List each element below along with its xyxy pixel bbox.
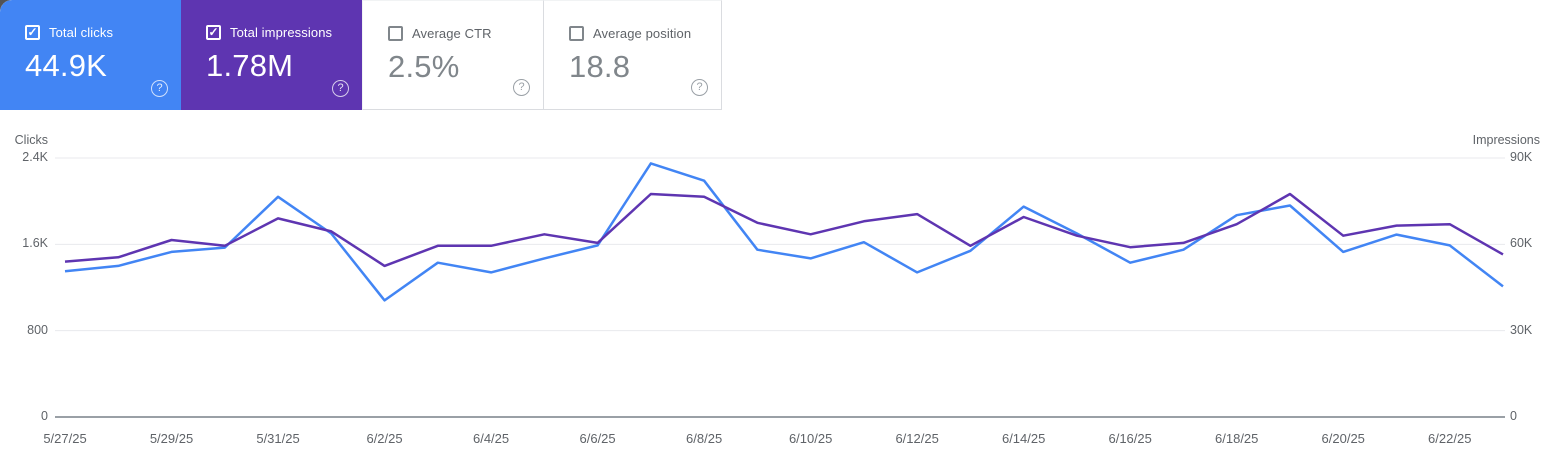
help-icon[interactable]: ? [151, 80, 168, 97]
total-clicks-line [64, 162, 1504, 302]
metric-card-total-impressions[interactable]: ✓ Total impressions 1.78M ? [181, 0, 362, 110]
total-clicks-checkbox[interactable]: ✓ [25, 24, 40, 40]
average-position-value: 18.8 [569, 49, 631, 84]
total-impressions-line [64, 192, 1504, 268]
left-axis-tick: 1.6K [22, 236, 48, 251]
help-icon[interactable]: ? [513, 79, 530, 96]
left-axis-title: Clicks [14, 133, 48, 147]
average-ctr-value: 2.5% [388, 49, 460, 84]
performance-line-chart[interactable]: Clicks Impressions 2.4K 1.6K 800 0 90K 60K 30K… [0, 110, 1557, 471]
metric-card-average-ctr[interactable]: Average CTR 2.5% ? [362, 0, 544, 110]
help-icon[interactable]: ? [691, 79, 708, 96]
help-icon[interactable]: ? [332, 80, 349, 97]
card-header: Average CTR [388, 25, 543, 41]
total-clicks-label: Total clicks [49, 24, 114, 40]
average-ctr-label: Average CTR [412, 25, 492, 41]
left-axis-tick: 800 [27, 322, 48, 337]
left-axis-tick: 0 [41, 409, 48, 423]
x-axis-date-label: 6/18/25 [1215, 431, 1259, 446]
right-axis-tick: 90K [1510, 150, 1533, 164]
x-axis-date-label: 5/29/25 [149, 431, 194, 446]
metric-card-average-position[interactable]: Average position 18.8 ? [544, 0, 722, 110]
card-header: Average position [569, 25, 721, 41]
x-axis-date-label: 6/8/25 [686, 431, 723, 446]
x-axis-date-label: 6/12/25 [895, 431, 939, 446]
metric-card-total-clicks[interactable]: ✓ Total clicks 44.9K ? [0, 0, 181, 110]
right-axis-title: Impressions [1472, 133, 1540, 147]
average-position-label: Average position [593, 25, 692, 41]
x-axis-date-label: 6/22/25 [1428, 431, 1472, 446]
x-axis-date-label: 6/10/25 [788, 431, 833, 446]
right-axis-tick: 30K [1510, 322, 1533, 337]
left-axis-tick: 2.4K [22, 150, 48, 164]
x-axis-date-label: 6/4/25 [472, 431, 510, 446]
card-header: ✓ Total impressions [206, 24, 362, 40]
x-axis-date-label: 6/20/25 [1321, 431, 1365, 446]
x-axis-date-label: 6/16/25 [1108, 431, 1152, 446]
x-axis-date-label: 6/14/25 [1001, 431, 1046, 446]
chart-canvas [55, 157, 1505, 418]
metric-cards-row: ✓ Total clicks 44.9K ? ✓ Total impressio… [0, 0, 722, 110]
x-axis-date-label: 6/6/25 [579, 431, 616, 446]
total-impressions-label: Total impressions [230, 24, 333, 40]
x-axis-date-label: 5/27/25 [43, 431, 87, 446]
total-clicks-value: 44.9K [25, 48, 108, 83]
average-position-checkbox[interactable] [569, 25, 584, 41]
average-ctr-checkbox[interactable] [388, 25, 403, 41]
card-header: ✓ Total clicks [25, 24, 181, 40]
right-axis-tick: 60K [1510, 236, 1533, 251]
x-axis-date-label: 5/31/25 [256, 431, 300, 446]
x-axis-date-label: 6/2/25 [366, 431, 403, 446]
total-impressions-checkbox[interactable]: ✓ [206, 24, 221, 40]
total-impressions-value: 1.78M [206, 48, 294, 83]
right-axis-tick: 0 [1510, 409, 1517, 423]
